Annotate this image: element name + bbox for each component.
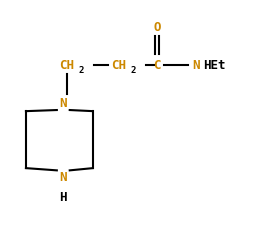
- Text: HEt: HEt: [204, 59, 226, 72]
- Text: CH: CH: [59, 59, 74, 72]
- Text: 2: 2: [130, 66, 136, 75]
- Text: 2: 2: [79, 66, 84, 75]
- Text: N: N: [192, 59, 200, 72]
- Text: O: O: [154, 21, 161, 34]
- Text: C: C: [154, 59, 161, 72]
- Text: H: H: [59, 191, 67, 204]
- Text: N: N: [59, 171, 67, 184]
- Text: N: N: [59, 97, 67, 110]
- Text: CH: CH: [111, 59, 126, 72]
